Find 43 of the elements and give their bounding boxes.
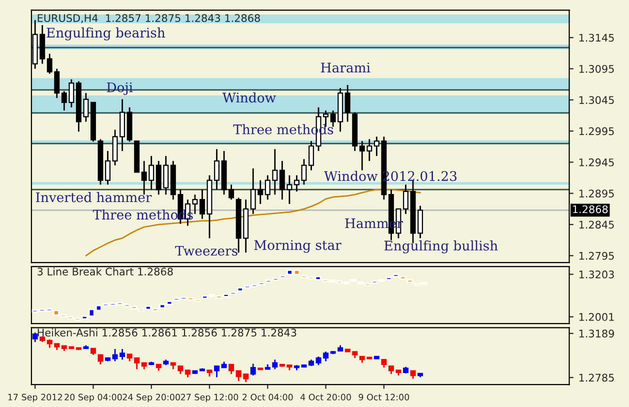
annotation: Engulfing bearish (46, 27, 166, 40)
y-tick-label: 1.3145 (579, 34, 614, 42)
x-tick-label: 27 Sep 12:00 (180, 394, 238, 402)
x-tick-label: 24 Sep 20:00 (122, 394, 180, 402)
y-tick-label: 1.3095 (579, 64, 614, 73)
candlestick (250, 363, 256, 376)
y-tick-label: 1.2845 (579, 220, 614, 229)
y-tick-label: 1.2785 (579, 374, 614, 382)
x-tick-label: 4 Oct 20:00 (300, 394, 351, 400)
annotation: Tweezers (175, 246, 238, 256)
x-tick-label: 20 Sep 04:00 (64, 394, 122, 402)
candlestick (200, 188, 205, 220)
candlestick (402, 184, 408, 215)
y-tick-label: 1.3045 (579, 96, 614, 104)
candlestick (418, 205, 423, 239)
candlestick (105, 150, 110, 186)
chart-title: Heiken-Ashi 1.2856 1.2861 1.2856 1.2875 1.2843 (38, 328, 296, 337)
candlestick (308, 140, 314, 171)
candlestick (344, 84, 350, 122)
ref-line-label: 1.2868 (573, 205, 608, 214)
candlestick (98, 354, 104, 366)
candlestick (214, 365, 220, 378)
y-tick-label: 1.2945 (579, 158, 614, 166)
annotation: Engulfing bullish (384, 240, 498, 254)
annotation: Window (222, 92, 276, 103)
y-tick-label: 1.2001 (579, 313, 614, 321)
y-tick-label: 1.2795 (579, 252, 614, 260)
y-tick-label: 1.2995 (579, 127, 614, 136)
bar (406, 279, 414, 283)
x-tick-label: 17 Sep 2012 (8, 394, 62, 402)
y-tick-label: 1.2895 (579, 190, 614, 198)
chart-title: 3 Line Break Chart 1.2868 (38, 267, 173, 276)
chart-title: EURUSD,H4 1.2857 1.2875 1.2843 1.2868 (38, 14, 260, 24)
annotation: Harami (320, 62, 370, 73)
y-tick-label: 1.3189 (579, 330, 614, 338)
y-tick-label: 1.3203 (579, 270, 614, 278)
annotation: Morning star (254, 240, 342, 253)
x-tick-label: 9 Oct 12:00 (358, 394, 410, 400)
candlestick (214, 148, 220, 190)
candlestick (32, 332, 38, 343)
x-tick-label: 2 Oct 04:00 (242, 394, 293, 400)
annotation: Inverted hammer (36, 192, 152, 202)
candlestick (228, 364, 234, 375)
